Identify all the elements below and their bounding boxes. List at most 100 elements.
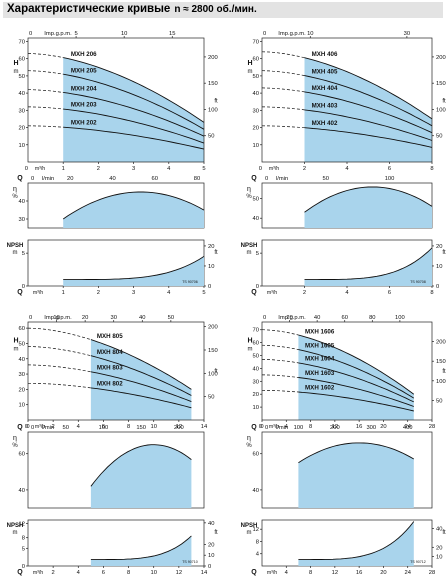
q-tick-label: 1: [62, 166, 65, 172]
eff-tick-label: 60: [253, 452, 259, 458]
npsh-ft-tick-label: 20: [208, 244, 214, 250]
q-tick-label: 28: [429, 424, 435, 430]
npsh-tick-label: 8: [22, 536, 25, 542]
npsh-axis-label: NPSH: [7, 243, 24, 249]
figure-code: TS 90710: [182, 560, 198, 564]
npsh-tick-label: 5: [256, 251, 259, 257]
series-line: [63, 57, 205, 123]
lmin-tick-label: 40: [109, 176, 115, 182]
series-line: [304, 57, 433, 120]
ft-axis-label: ft: [214, 98, 218, 104]
h-tick-label: 50: [253, 74, 259, 80]
h-tick-label: 20: [19, 387, 25, 393]
q-label: Q: [251, 289, 257, 296]
q-label: Q: [17, 424, 23, 431]
ft-tick-label: 50: [436, 398, 442, 404]
lmin-tick-label: 100: [99, 425, 109, 431]
curve-extension: [27, 364, 91, 373]
curve-extension: [27, 346, 91, 357]
q-tick-label: 14: [201, 424, 208, 430]
h-tick-label: 40: [253, 91, 259, 97]
q-tick-label: 8: [430, 166, 433, 172]
curve-extension: [27, 53, 64, 58]
npsh-ft-label: ft: [214, 250, 218, 256]
h-tick-label: 60: [19, 57, 25, 63]
gpm-zero: 0: [29, 315, 32, 321]
h-tick-label: 20: [253, 392, 259, 398]
q-tick-label: 12: [332, 424, 338, 430]
series-label: MXH 1602: [305, 384, 335, 391]
curve-extension: [261, 87, 305, 93]
q-unit-label: m³/h: [269, 424, 279, 430]
q-tick-label: 6: [388, 166, 391, 172]
gpm-tick-label: 20: [82, 315, 88, 321]
curve-extension: [261, 70, 305, 76]
lmin-tick-label: 200: [330, 425, 340, 431]
q-zero: 0: [259, 166, 262, 172]
series-label: MXH 205: [71, 67, 97, 74]
q-tick-label: 4: [345, 290, 349, 296]
series-line: [298, 391, 414, 412]
series-label: MXH 405: [312, 69, 338, 76]
npsh-ft-tick-label: 20: [436, 545, 442, 551]
gpm-axis-label: Imp.g.p.m.: [278, 31, 306, 37]
gpm-tick-label: 20: [286, 315, 292, 321]
lmin-tick-label: 150: [136, 425, 146, 431]
gpm-tick-label: 60: [341, 315, 347, 321]
ft-axis-label: ft: [214, 369, 218, 375]
series-line: [298, 362, 414, 403]
q-tick-label: 4: [77, 570, 81, 576]
curve-extension: [262, 106, 305, 111]
gpm-tick-label: 40: [139, 315, 145, 321]
series-label: MXH 1604: [305, 356, 335, 363]
ft-tick-label: 50: [208, 134, 214, 140]
npsh-line: [304, 247, 433, 281]
eff-line: [62, 191, 205, 220]
q-unit-label: m³/h: [33, 290, 43, 296]
q-tick-label: 4: [167, 290, 171, 296]
q-tick-label: 28: [429, 570, 435, 576]
eff-unit-label: %: [12, 194, 18, 200]
lmin-zero: 0: [265, 425, 268, 431]
h-axis-label: H: [13, 338, 18, 345]
h-tick-label: 70: [253, 39, 259, 45]
q-tick-label: 6: [388, 290, 391, 296]
lmin-tick-label: 100: [385, 176, 395, 182]
gpm-tick-label: 15: [169, 31, 175, 37]
lmin-axis-label: l/min: [276, 176, 288, 182]
npsh-ft-tick-label: 40: [436, 527, 442, 533]
eff-tick-label: 40: [19, 488, 25, 494]
ft-tick-label: 50: [436, 134, 442, 140]
series-label: MXH 802: [97, 380, 123, 387]
h-tick-label: 70: [253, 328, 259, 334]
series-label: MXH 1605: [305, 343, 335, 350]
lmin-axis-label: l/min: [276, 425, 288, 431]
gpm-zero: 0: [29, 31, 32, 37]
npsh-ft-tick-label: 0: [208, 284, 211, 290]
q-tick-label: 2: [303, 290, 306, 296]
eff-area: [63, 192, 205, 228]
q-tick-label: 16: [356, 424, 362, 430]
q-tick-label: 8: [309, 424, 312, 430]
series-line: [63, 126, 205, 150]
q-tick-label: 0: [26, 424, 29, 430]
q-unit-label: m³/h: [269, 166, 279, 172]
lmin-axis-label: l/min: [42, 176, 54, 182]
h-tick-label: 20: [253, 126, 259, 132]
npsh-unit-label: m: [247, 530, 252, 536]
speed-text: n ≈ 2800 об./мин.: [174, 4, 257, 15]
curve-extension: [28, 382, 91, 389]
h-tick-label: 10: [19, 143, 25, 149]
h-unit-label: m: [14, 69, 19, 75]
npsh-area: [63, 256, 205, 286]
q-unit-label: m³/h: [35, 424, 45, 430]
q-tick-label: 12: [176, 424, 182, 430]
npsh-ft-tick-label: 10: [208, 553, 214, 559]
series-line: [90, 339, 192, 390]
q-tick-label: 10: [150, 570, 156, 576]
